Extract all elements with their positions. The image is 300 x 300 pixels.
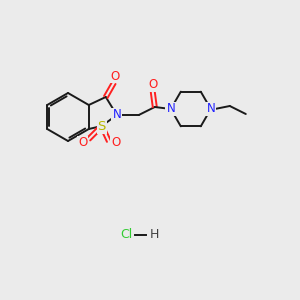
Text: N: N [206, 103, 215, 116]
Text: Cl: Cl [120, 229, 132, 242]
Text: S: S [98, 119, 106, 133]
Text: O: O [148, 79, 158, 92]
Text: O: O [78, 136, 87, 149]
Text: O: O [110, 70, 119, 83]
Text: H: H [149, 229, 159, 242]
Text: N: N [167, 103, 175, 116]
Text: O: O [111, 136, 120, 149]
Text: N: N [112, 109, 121, 122]
